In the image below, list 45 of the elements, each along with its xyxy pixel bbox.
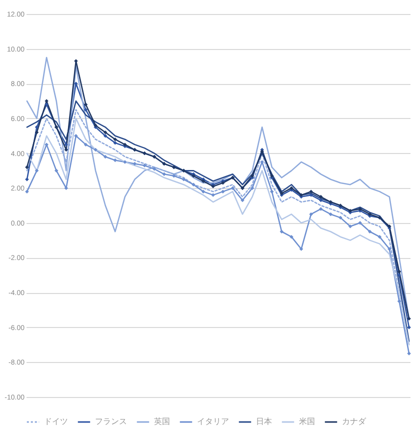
point bbox=[84, 102, 88, 106]
point bbox=[103, 134, 108, 138]
legend-label: ドイツ bbox=[44, 417, 68, 426]
point bbox=[211, 193, 215, 197]
point bbox=[240, 198, 244, 202]
point bbox=[368, 230, 372, 234]
point bbox=[280, 230, 284, 234]
point bbox=[407, 316, 411, 321]
point bbox=[54, 168, 58, 173]
point bbox=[94, 148, 98, 152]
legend-label: イタリア bbox=[197, 417, 229, 426]
point bbox=[299, 247, 304, 251]
point bbox=[201, 190, 206, 194]
point bbox=[230, 186, 235, 190]
legend-label: 英国 bbox=[154, 417, 170, 426]
point bbox=[25, 178, 29, 182]
point bbox=[64, 142, 68, 146]
point bbox=[309, 212, 313, 216]
point bbox=[318, 194, 323, 199]
legend-label: フランス bbox=[95, 417, 127, 426]
point bbox=[290, 234, 294, 239]
point bbox=[103, 130, 108, 134]
point bbox=[25, 165, 29, 170]
legend-label: 日本 bbox=[256, 417, 272, 426]
point bbox=[162, 172, 166, 176]
point bbox=[152, 167, 156, 171]
legend-label: カナダ bbox=[342, 417, 367, 426]
point bbox=[250, 186, 254, 190]
point bbox=[113, 140, 118, 145]
point bbox=[182, 178, 186, 182]
point bbox=[74, 134, 78, 138]
point bbox=[34, 130, 39, 134]
point bbox=[318, 207, 323, 211]
point bbox=[348, 224, 352, 228]
point bbox=[378, 234, 382, 239]
point bbox=[407, 325, 411, 330]
point bbox=[172, 174, 176, 178]
point bbox=[397, 273, 402, 278]
point bbox=[113, 137, 118, 142]
point bbox=[328, 212, 333, 216]
point bbox=[338, 216, 342, 220]
legend-label: 米国 bbox=[299, 417, 315, 426]
point bbox=[221, 190, 225, 194]
point bbox=[84, 142, 88, 146]
point bbox=[270, 190, 274, 194]
